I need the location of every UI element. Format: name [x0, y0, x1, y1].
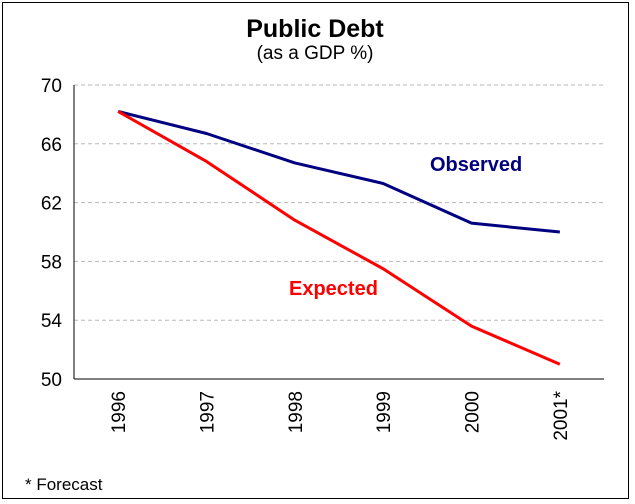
- series-label-observed: Observed: [430, 154, 522, 176]
- y-tick-label: 62: [41, 194, 62, 215]
- y-tick-label: 50: [41, 370, 62, 391]
- x-tick-label: 1998: [286, 391, 307, 433]
- footnote: * Forecast: [25, 475, 103, 494]
- series-line-observed: [117, 110, 560, 234]
- x-tick-label: 2000: [463, 391, 484, 433]
- chart-title: Public Debt: [246, 15, 384, 43]
- y-tick-label: 58: [41, 252, 62, 273]
- series-label-expected: Expected: [289, 278, 378, 300]
- x-axis-ticks: 1996 1997 1998 1999 2000 2001*: [109, 390, 572, 440]
- chart-subtitle: (as a GDP %): [257, 43, 374, 64]
- y-axis-ticks: 50 54 58 62 66 70: [41, 76, 63, 391]
- series-line-expected: [117, 110, 561, 366]
- y-tick-label: 66: [41, 135, 62, 156]
- x-tick-label: 2001*: [551, 390, 572, 440]
- grid-lines: [74, 84, 604, 321]
- x-tick-label: 1997: [198, 391, 219, 433]
- y-tick-label: 54: [41, 311, 63, 332]
- series-lines: [117, 110, 561, 366]
- x-tick-label: 1999: [374, 391, 395, 433]
- y-tick-label: 70: [41, 76, 62, 97]
- x-tick-label: 1996: [109, 391, 130, 433]
- axes: [73, 85, 604, 380]
